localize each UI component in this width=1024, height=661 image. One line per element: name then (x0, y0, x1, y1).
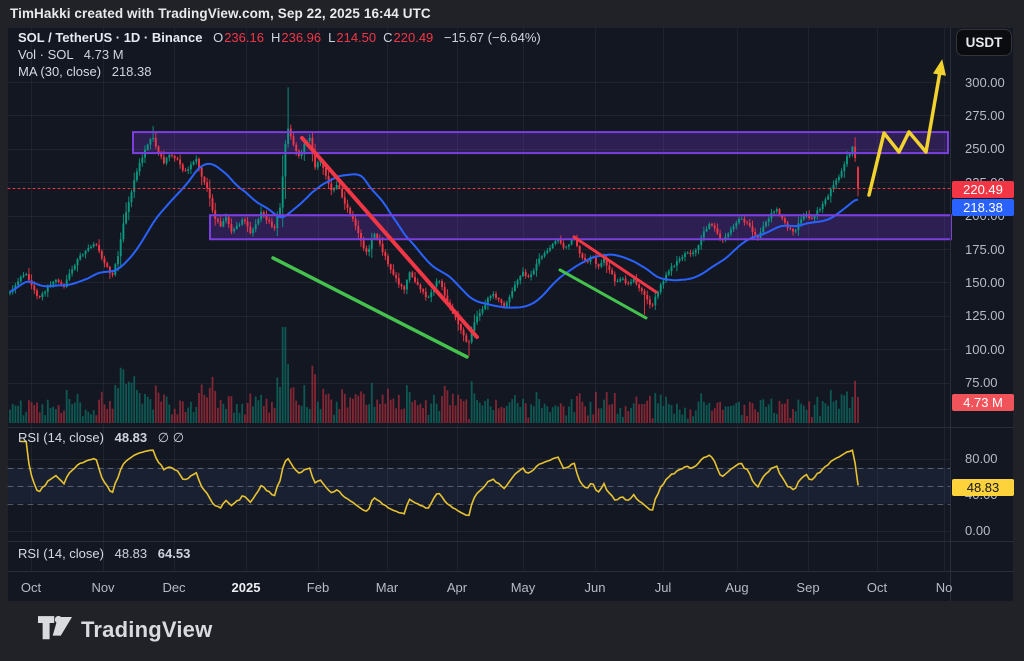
time-tick-label: Oct (866, 580, 888, 595)
ohlc-value: 214.50 (336, 30, 377, 45)
tradingview-logo-icon (38, 616, 72, 640)
tradingview-logo-text: TradingView (81, 617, 213, 642)
time-tick-label: Nov (91, 580, 115, 595)
rsi-tick-label: 80.00 (965, 451, 998, 467)
rsi2-legend: RSI (14, close) 48.83 64.53 (18, 546, 190, 561)
rsi-tick-label: 0.00 (965, 523, 991, 539)
time-tick-label: Oct (20, 580, 42, 595)
rsi-legend: RSI (14, close) 48.83 ∅ ∅ (18, 430, 184, 446)
rsi-label: RSI (14, close) (18, 430, 104, 445)
time-tick-label: Mar (375, 580, 399, 595)
time-tick-label: Jul (654, 580, 672, 595)
price-tick-label: 300.00 (965, 74, 1005, 90)
rsi-value: 48.83 (114, 430, 148, 445)
ohlc-key: C (383, 30, 393, 45)
price-tick-label: 125.00 (965, 308, 1005, 324)
price-tick-label: 250.00 (965, 141, 1005, 157)
time-tick-label: Feb (306, 580, 330, 595)
ohlc-value: 236.96 (281, 30, 322, 45)
price-tick-label: 100.00 (965, 341, 1005, 357)
price-tick-label: 175.00 (965, 241, 1005, 257)
attribution-text: TimHakki created with TradingView.com, S… (10, 6, 431, 21)
time-tick-label: Aug (725, 580, 749, 595)
volume-badge: 4.73 M (952, 394, 1014, 411)
rsi2-value2: 64.53 (157, 546, 191, 561)
ohlc-value: 220.49 (393, 30, 434, 45)
time-tick-label: 2025 (231, 580, 261, 595)
ma-label: MA (30, close) (18, 64, 102, 79)
price-tick-label: 275.00 (965, 107, 1005, 123)
volume-legend: Vol · SOL 4.73 M (18, 47, 124, 62)
volume-value: 4.73 M (83, 47, 124, 62)
ohlc-value: 236.16 (224, 30, 264, 45)
ohlc-key: L (328, 30, 336, 45)
time-tick-label: Dec (162, 580, 186, 595)
ohlc-values: O236.16 H236.96 L214.50 C220.49 (206, 30, 433, 45)
time-tick-label: Sep (796, 580, 820, 595)
ma-legend: MA (30, close) 218.38 (18, 64, 151, 79)
last-price-badge: 220.49 (952, 181, 1014, 198)
tradingview-logo[interactable]: TradingView (38, 616, 212, 644)
volume-label: Vol · SOL (18, 47, 74, 62)
rsi2-label: RSI (14, close) (18, 546, 104, 561)
footer-bar (0, 601, 1024, 661)
ma-value: 218.38 (111, 64, 152, 79)
ma-price-badge: 218.38 (952, 199, 1014, 216)
time-tick-label: Apr (446, 580, 468, 595)
currency-toggle-button[interactable]: USDT (956, 29, 1012, 56)
ohlc-key: H (270, 30, 281, 45)
change-value: −15.67 (−6.64%) (443, 30, 541, 45)
symbol-title: SOL / TetherUS · 1D · Binance (18, 30, 203, 45)
rsi-value-badge: 48.83 (952, 479, 1014, 496)
price-tick-label: 75.00 (965, 375, 998, 391)
time-tick-label: May (510, 580, 536, 595)
price-tick-label: 150.00 (965, 274, 1005, 290)
rsi2-value1: 48.83 (114, 546, 148, 561)
symbol-legend: SOL / TetherUS · 1D · Binance O236.16 H23… (18, 30, 541, 45)
time-tick-label: No (935, 580, 953, 595)
rsi-hidden-series-icon: ∅ ∅ (157, 430, 185, 445)
ohlc-key: O (213, 30, 224, 45)
time-tick-label: Jun (584, 580, 606, 595)
